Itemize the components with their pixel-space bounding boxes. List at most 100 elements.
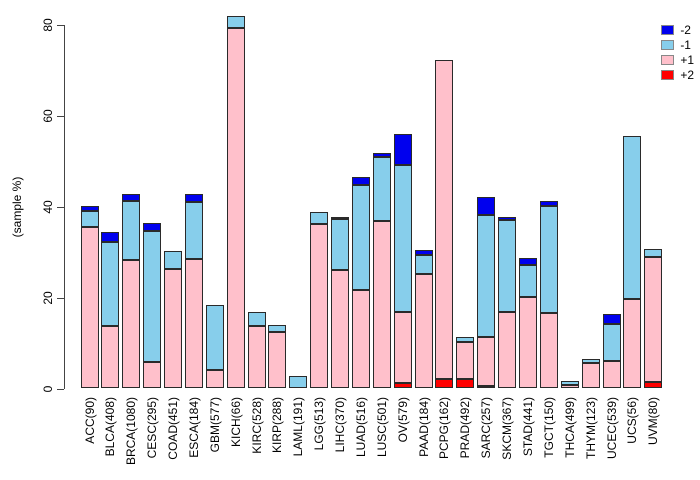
bar-segment--1 bbox=[560, 381, 579, 385]
y-tick-0 bbox=[57, 388, 64, 390]
x-label-kirp: KIRP(288) bbox=[270, 397, 285, 454]
x-label-esca: ESCA(184) bbox=[186, 397, 201, 458]
bar-luad bbox=[351, 177, 370, 389]
x-label-blca: BLCA(408) bbox=[103, 397, 118, 457]
bar-segment-+1 bbox=[310, 224, 329, 389]
legend-item-+1: +1 bbox=[661, 52, 694, 67]
bar-segment--1 bbox=[351, 185, 370, 290]
legend: -2 -1 +1 +2 bbox=[661, 22, 694, 82]
y-tick-40 bbox=[57, 206, 64, 208]
bar-segment--1 bbox=[456, 337, 475, 343]
bar-stad bbox=[518, 257, 537, 389]
y-axis-title: (sample %) bbox=[10, 176, 24, 238]
bar-segment--2 bbox=[184, 193, 203, 203]
bar-segment--2 bbox=[477, 196, 496, 215]
bar-segment--2 bbox=[539, 201, 558, 206]
bar-uvm bbox=[644, 249, 663, 389]
bar-ov bbox=[393, 134, 412, 389]
bar-segment-+1 bbox=[164, 269, 183, 389]
y-tick-20 bbox=[57, 297, 64, 299]
bar-thym bbox=[581, 358, 600, 389]
bar-segment--1 bbox=[602, 323, 621, 361]
bar-segment--2 bbox=[602, 313, 621, 324]
bar-segment-+1 bbox=[143, 362, 162, 389]
bar-kich bbox=[226, 15, 245, 389]
bar-segment--1 bbox=[498, 219, 517, 313]
legend-item--2: -2 bbox=[661, 22, 694, 37]
bar-gbm bbox=[205, 304, 224, 389]
bar-segment--1 bbox=[644, 249, 663, 258]
bar-segment-+1 bbox=[247, 326, 266, 389]
x-label-gbm: GBM(577) bbox=[207, 397, 222, 453]
x-label-thym: THYM(123) bbox=[583, 397, 598, 460]
bar-segment-+1 bbox=[560, 384, 579, 389]
legend-swatch--2 bbox=[661, 24, 675, 35]
bar-kirc bbox=[247, 312, 266, 389]
bar-segment-+1 bbox=[268, 332, 287, 389]
bar-segment--1 bbox=[205, 304, 224, 370]
bar-thca bbox=[560, 381, 579, 389]
bar-segment--1 bbox=[623, 135, 642, 299]
bar-segment--1 bbox=[164, 250, 183, 270]
bar-segment--1 bbox=[268, 324, 287, 333]
legend-label-+1: +1 bbox=[680, 52, 694, 67]
bar-segment-+1 bbox=[539, 312, 558, 389]
bar-segment-+2 bbox=[644, 381, 663, 389]
bar-segment--1 bbox=[101, 241, 120, 326]
bar-segment-+1 bbox=[518, 297, 537, 389]
legend-item--1: -1 bbox=[661, 37, 694, 52]
bar-segment--1 bbox=[122, 200, 141, 260]
x-label-laml: LAML(191) bbox=[291, 397, 306, 457]
y-tick-label-40: 40 bbox=[41, 200, 55, 214]
bar-segment--2 bbox=[143, 223, 162, 231]
y-tick-label-20: 20 bbox=[41, 290, 55, 305]
bar-pcpg bbox=[435, 59, 454, 389]
y-tick-80 bbox=[57, 25, 64, 26]
bar-segment--1 bbox=[581, 358, 600, 364]
legend-label-+2: +2 bbox=[680, 67, 694, 82]
y-tick-60 bbox=[57, 115, 64, 117]
bar-segment--2 bbox=[498, 217, 517, 220]
x-label-tgct: TGCT(150) bbox=[541, 397, 556, 458]
x-label-uvm: UVM(80) bbox=[646, 397, 661, 446]
x-label-kich: KICH(66) bbox=[228, 397, 243, 448]
bar-segment--1 bbox=[184, 202, 203, 260]
legend-item-+2: +2 bbox=[661, 67, 694, 82]
legend-label--2: -2 bbox=[680, 22, 691, 37]
bar-segment-+1 bbox=[602, 360, 621, 389]
x-label-ucs: UCS(56) bbox=[625, 397, 640, 444]
bar-segment--2 bbox=[414, 249, 433, 255]
bar-tgct bbox=[539, 201, 558, 389]
bar-laml bbox=[289, 375, 308, 389]
bar-segment-+1 bbox=[372, 221, 391, 389]
x-label-luad: LUAD(516) bbox=[353, 397, 368, 458]
bar-segment-+1 bbox=[456, 342, 475, 380]
bar-sarc bbox=[477, 196, 496, 389]
bar-segment--2 bbox=[518, 257, 537, 265]
x-label-thca: THCA(499) bbox=[562, 397, 577, 458]
bar-segment--2 bbox=[372, 153, 391, 158]
bar-segment-+1 bbox=[351, 289, 370, 389]
bar-segment--1 bbox=[80, 210, 99, 228]
x-label-lgg: LGG(513) bbox=[312, 397, 327, 451]
x-label-acc: ACC(90) bbox=[82, 397, 97, 444]
x-label-prad: PRAD(492) bbox=[458, 397, 473, 459]
bar-segment-+1 bbox=[581, 363, 600, 389]
bar-segment--1 bbox=[310, 212, 329, 225]
y-tick-label-60: 60 bbox=[41, 109, 55, 123]
bar-segment-+2 bbox=[435, 378, 454, 389]
bar-segment--2 bbox=[331, 216, 350, 219]
legend-swatch-+1 bbox=[661, 54, 675, 65]
bar-segment-+1 bbox=[477, 337, 496, 386]
bar-segment-+1 bbox=[435, 59, 454, 379]
bar-paad bbox=[414, 249, 433, 389]
x-label-skcm: SKCM(367) bbox=[500, 397, 515, 460]
bar-segment-+2 bbox=[393, 383, 412, 389]
bar-segment-+1 bbox=[644, 257, 663, 382]
bar-prad bbox=[456, 337, 475, 389]
y-axis-line bbox=[64, 25, 65, 389]
y-tick-label-80: 80 bbox=[41, 18, 55, 32]
bar-segment--1 bbox=[372, 157, 391, 222]
x-label-pcpg: PCPG(162) bbox=[437, 397, 452, 460]
bar-segment-+1 bbox=[184, 259, 203, 389]
